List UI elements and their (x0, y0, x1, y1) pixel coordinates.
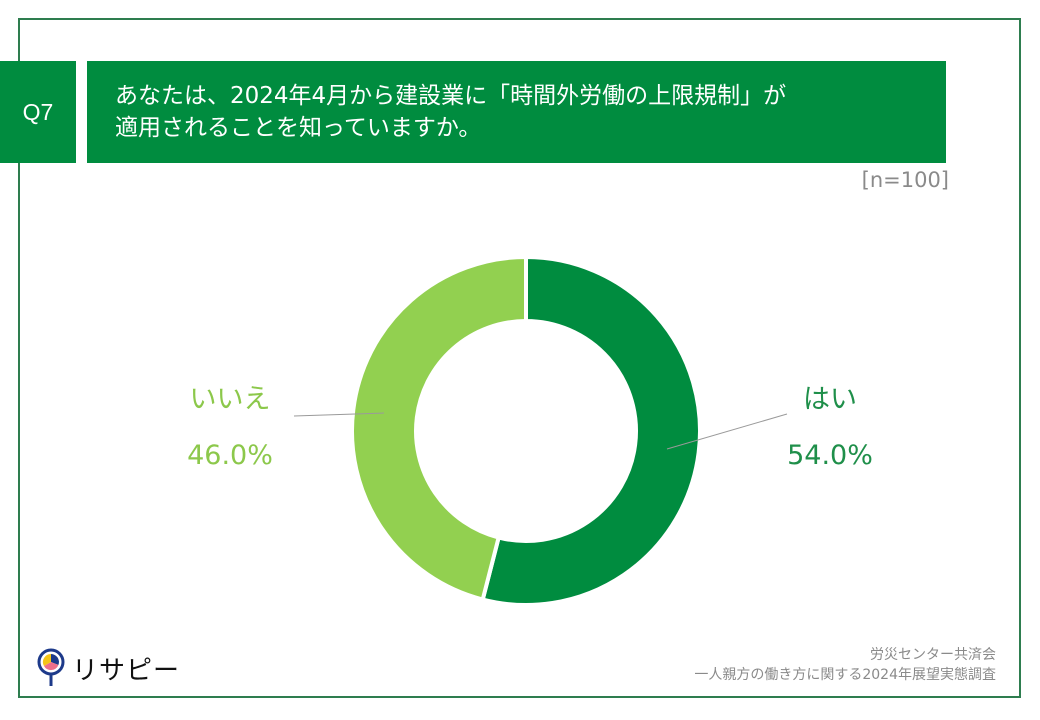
donut-slice-no (350, 254, 528, 602)
source-credit: 労災センター共済会 一人親方の働き方に関する2024年展望実態調査 (694, 645, 996, 685)
label-no-name: いいえ (189, 384, 271, 415)
source-line-2: 一人親方の働き方に関する2024年展望実態調査 (694, 667, 996, 683)
label-no: いいえ 46.0% (180, 372, 280, 484)
label-yes: はい 54.0% (775, 372, 885, 484)
brand-logo: リサピー (36, 648, 180, 688)
chart-frame (18, 18, 1021, 698)
label-yes-value: 54.0% (787, 440, 873, 471)
donut-slice-yes (480, 254, 703, 607)
label-no-value: 46.0% (187, 440, 273, 471)
label-yes-name: はい (803, 384, 857, 415)
donut-slices (350, 254, 703, 607)
sample-size-label: [n=100] (861, 168, 949, 192)
magnifier-pie-icon (37, 648, 65, 686)
leader-line-yes (666, 413, 788, 450)
question-line-1: あなたは、2024年4月から建設業に「時間外労働の上限規制」が (115, 83, 787, 109)
question-title: あなたは、2024年4月から建設業に「時間外労働の上限規制」が 適用されることを… (87, 61, 946, 163)
source-line-1: 労災センター共済会 (870, 647, 996, 663)
leader-line-no (293, 412, 385, 417)
question-line-2: 適用されることを知っていますか。 (115, 115, 482, 141)
brand-name: リサピー (72, 655, 181, 686)
question-number-badge: Q7 (0, 61, 76, 163)
